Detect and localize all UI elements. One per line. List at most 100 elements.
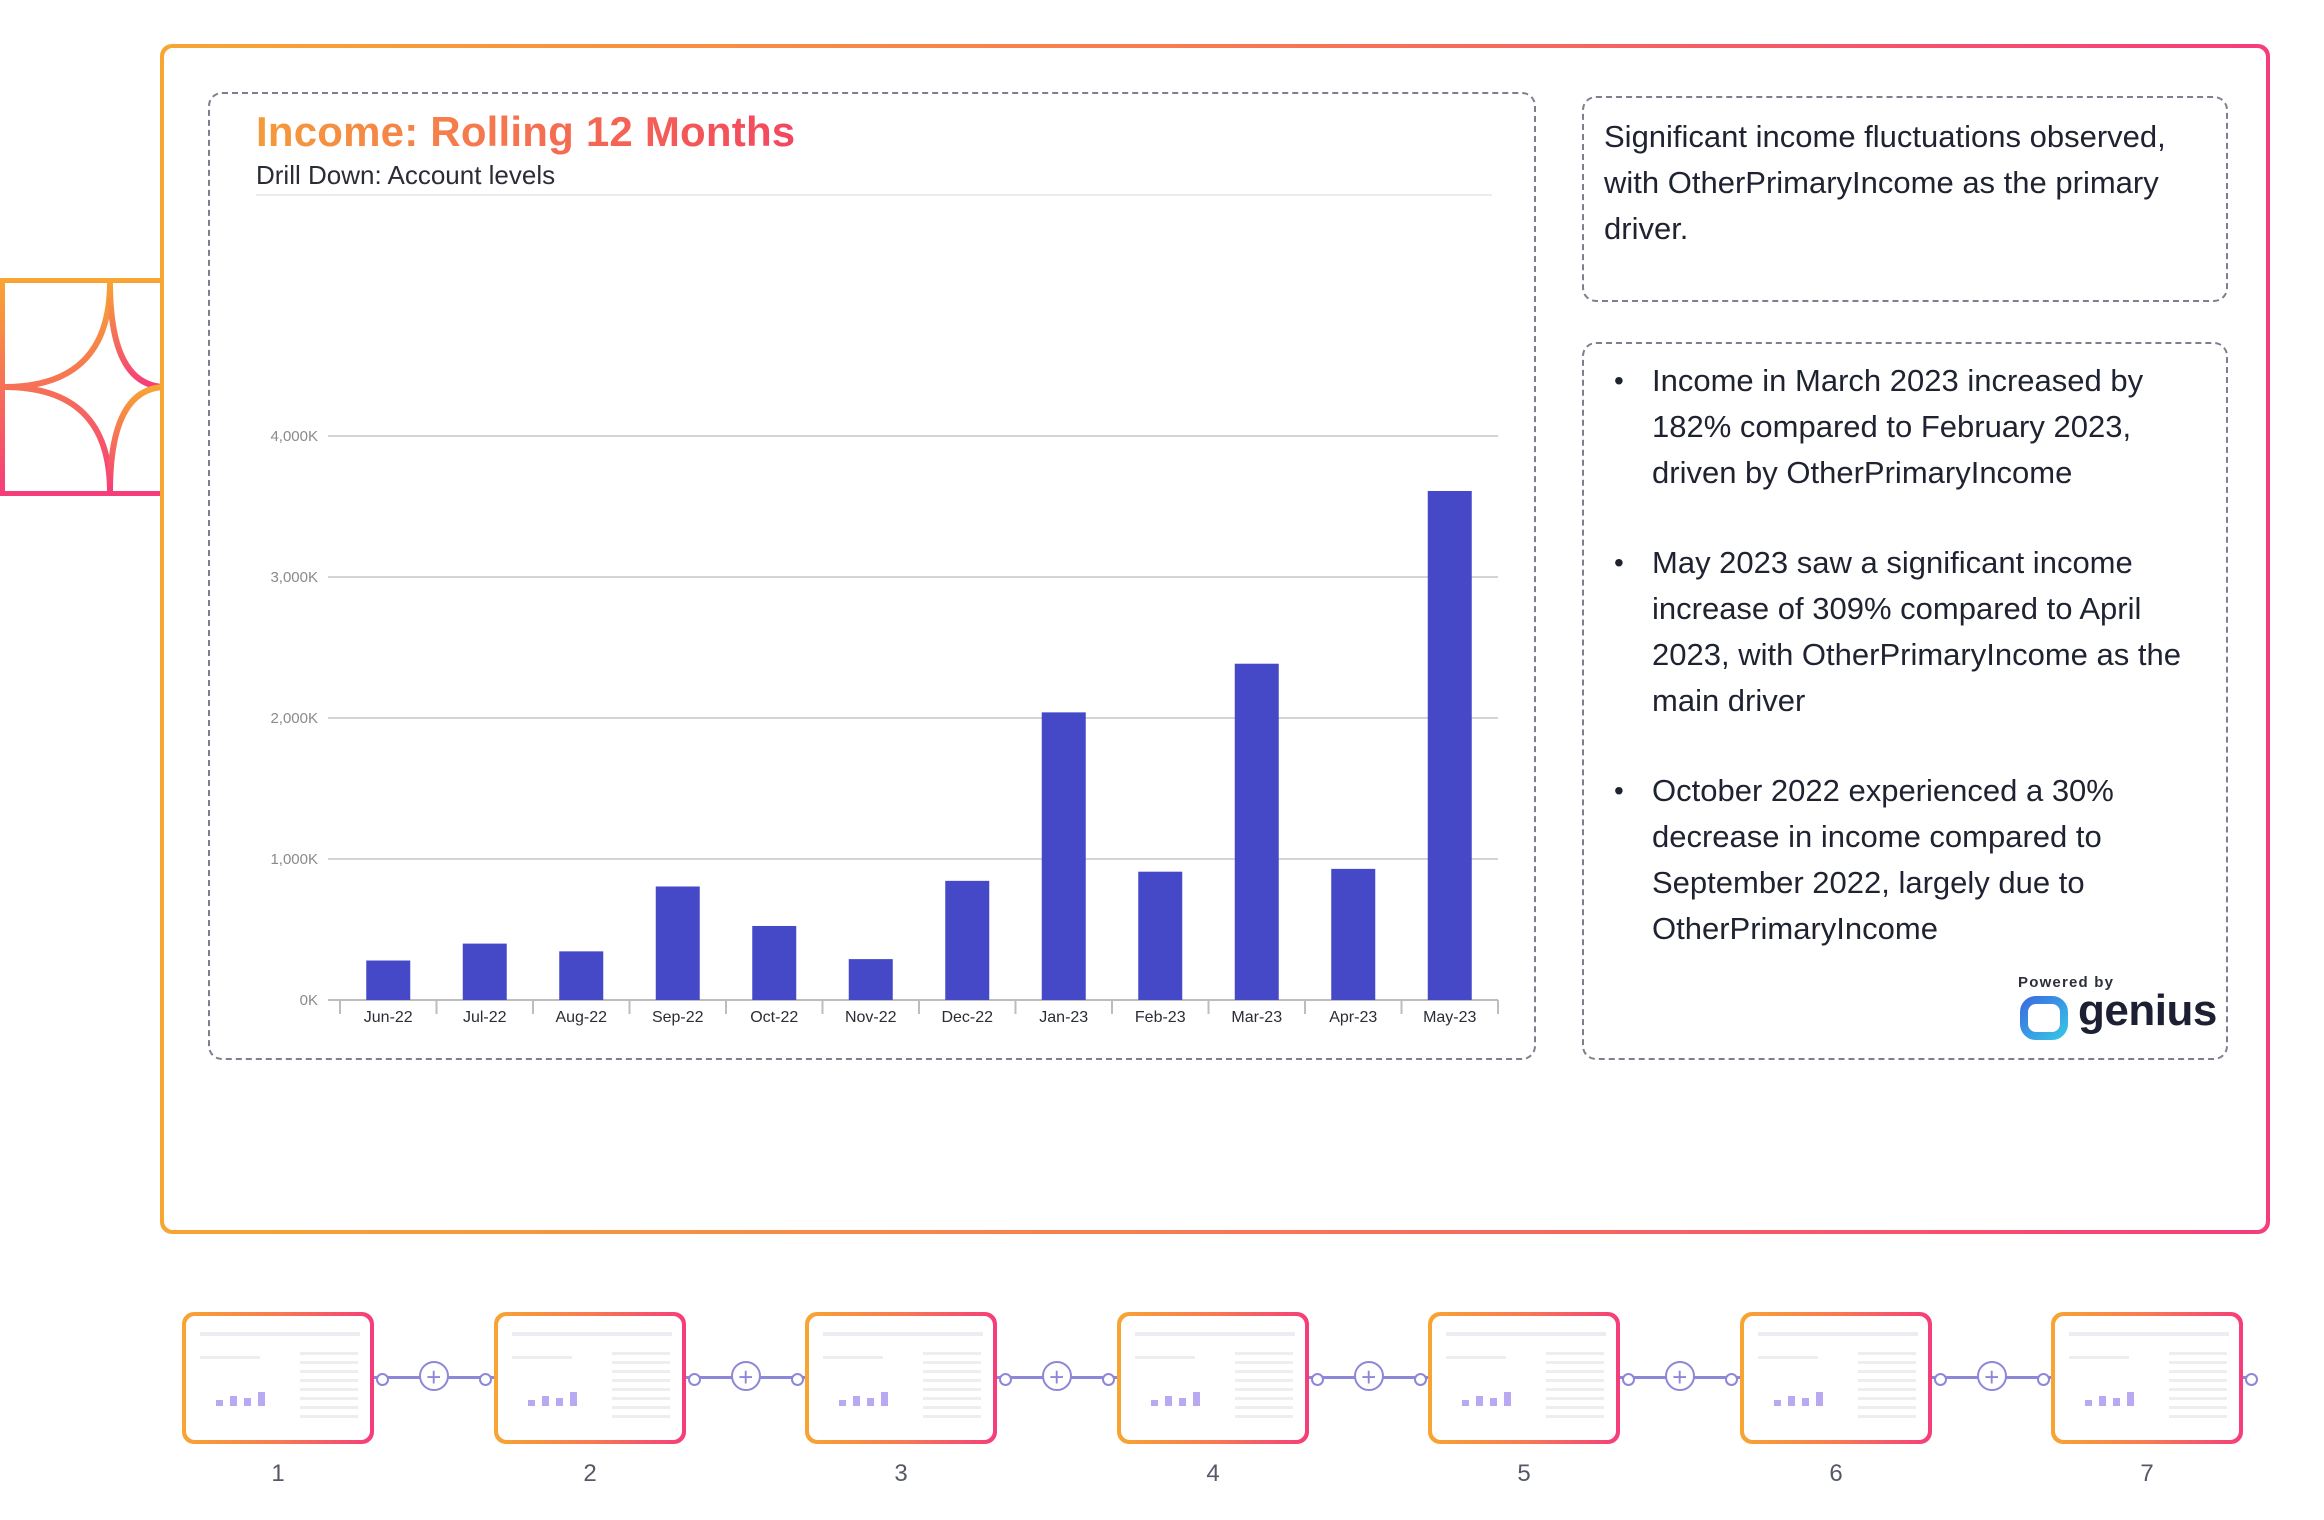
bar-aug-22[interactable] <box>559 951 604 1000</box>
thumbnail-bar <box>216 1400 223 1406</box>
decorative-star-outline-icon <box>0 278 166 496</box>
add-slide-button[interactable]: + <box>1664 1361 1695 1391</box>
insight-item: May 2023 saw a significant income increa… <box>1610 540 2200 724</box>
bar-nov-22[interactable] <box>848 959 893 1000</box>
thumbnail-title-line <box>823 1332 983 1336</box>
thumbnail-text-block <box>1235 1352 1293 1424</box>
thumbnail-bar <box>258 1392 265 1406</box>
slide-number: 6 <box>1829 1460 1843 1487</box>
thumbnail-bar <box>2127 1392 2134 1406</box>
x-tick-label: Jun-22 <box>364 1009 413 1026</box>
slide-thumbnail-4[interactable] <box>1117 1312 1309 1444</box>
add-slide-button[interactable]: + <box>418 1361 449 1391</box>
x-tick-label: Oct-22 <box>750 1009 798 1026</box>
thumbnail-bar <box>1788 1396 1795 1406</box>
thumbnail-bar <box>556 1398 563 1406</box>
x-tick-label: Aug-22 <box>555 1009 607 1026</box>
thumbnail-subtitle-line <box>2069 1356 2129 1359</box>
thumbnail-text-block <box>300 1352 358 1424</box>
thumbnail-bar <box>1802 1398 1809 1406</box>
x-tick-label: Feb-23 <box>1135 1009 1186 1026</box>
bar-jul-22[interactable] <box>462 943 507 1000</box>
thumbnail-bar <box>1193 1392 1200 1406</box>
insights-card <box>1582 342 2228 1060</box>
connector-node <box>1934 1373 1947 1386</box>
bar-oct-22[interactable] <box>752 925 797 1000</box>
slide-thumbnail-1[interactable] <box>182 1312 374 1444</box>
slide-number: 5 <box>1517 1460 1531 1487</box>
slide-number: 3 <box>894 1460 908 1487</box>
thumbnail-title-line <box>2069 1332 2229 1336</box>
thumbnail-bar <box>230 1396 237 1406</box>
thumbnail-bar <box>1179 1398 1186 1406</box>
slide-number: 7 <box>2140 1460 2154 1487</box>
y-tick-label: 2,000K <box>270 710 318 727</box>
thumbnail-title-line <box>1135 1332 1295 1336</box>
thumbnail-subtitle-line <box>1135 1356 1195 1359</box>
thumbnail-bar <box>1490 1398 1497 1406</box>
slide-thumbnail-6[interactable] <box>1740 1312 1932 1444</box>
bar-jun-22[interactable] <box>366 960 411 1000</box>
thumbnail-text-block <box>1546 1352 1604 1424</box>
thumbnail-title-line <box>1758 1332 1918 1336</box>
thumbnail-bar <box>1165 1396 1172 1406</box>
thumbnail-bar <box>853 1396 860 1406</box>
thumbnail-subtitle-line <box>512 1356 572 1359</box>
connector-node <box>1311 1373 1324 1386</box>
slide-thumbnail-2[interactable] <box>494 1312 686 1444</box>
slide-number: 4 <box>1206 1460 1220 1487</box>
slide-frame <box>160 44 2270 1234</box>
add-slide-button[interactable]: + <box>1976 1361 2007 1391</box>
slide-thumbnail-3[interactable] <box>805 1312 997 1444</box>
x-tick-label: Apr-23 <box>1329 1009 1377 1026</box>
thumbnail-text-block <box>612 1352 670 1424</box>
thumbnail-bar <box>1816 1392 1823 1406</box>
bar-mar-23[interactable] <box>1234 663 1279 1000</box>
connector-node <box>790 1373 804 1386</box>
thumbnail-bar <box>542 1396 549 1406</box>
thumbnail-subtitle-line <box>823 1356 883 1359</box>
connector-node <box>376 1373 389 1386</box>
summary-text: Significant income fluctuations observed… <box>1604 119 2166 246</box>
thumbnail-bar <box>528 1400 535 1406</box>
add-slide-button[interactable]: + <box>1353 1361 1384 1391</box>
chart-card <box>208 92 1536 1060</box>
thumbnail-text-block <box>1858 1352 1916 1424</box>
thumbnail-bar <box>2085 1400 2092 1406</box>
slide-number: 2 <box>583 1460 597 1487</box>
thumbnail-subtitle-line <box>1446 1356 1506 1359</box>
connector-node <box>1622 1373 1635 1386</box>
bar-may-23[interactable] <box>1427 490 1472 1000</box>
slide-thumbnail-5[interactable] <box>1428 1312 1620 1444</box>
thumbnail-text-block <box>2169 1352 2227 1424</box>
bar-jan-23[interactable] <box>1041 712 1086 1000</box>
thumbnail-bar <box>867 1398 874 1406</box>
genius-wordmark: genius <box>2078 986 2217 1035</box>
add-slide-button[interactable]: + <box>730 1361 761 1391</box>
slide-thumbnail-7[interactable] <box>2051 1312 2243 1444</box>
thumbnail-bar <box>881 1392 888 1406</box>
x-tick-label: Dec-22 <box>941 1009 993 1026</box>
bar-dec-22[interactable] <box>945 880 990 1000</box>
title-divider <box>256 194 1492 196</box>
x-tick-label: Mar-23 <box>1231 1009 1282 1026</box>
slide-number: 1 <box>271 1460 285 1487</box>
chart-subtitle: Drill Down: Account levels <box>256 160 556 190</box>
connector-node <box>2245 1373 2258 1386</box>
bar-feb-23[interactable] <box>1138 871 1183 1000</box>
x-tick-label: Jul-22 <box>463 1009 507 1026</box>
connector-node <box>688 1373 701 1386</box>
thumbnail-bar <box>2113 1398 2120 1406</box>
bar-sep-22[interactable] <box>655 886 700 1000</box>
connector-node <box>2036 1373 2050 1386</box>
thumbnail-subtitle-line <box>200 1356 260 1359</box>
add-slide-button[interactable]: + <box>1041 1361 1072 1391</box>
thumbnail-bar <box>1504 1392 1511 1406</box>
insight-item: October 2022 experienced a 30% decrease … <box>1610 768 2200 952</box>
y-tick-label: 0K <box>300 992 318 1009</box>
thumbnail-bar <box>2099 1396 2106 1406</box>
y-tick-label: 3,000K <box>270 569 318 586</box>
x-tick-label: Nov-22 <box>845 1009 897 1026</box>
bar-apr-23[interactable] <box>1331 868 1376 1000</box>
thumbnail-bar <box>1476 1396 1483 1406</box>
